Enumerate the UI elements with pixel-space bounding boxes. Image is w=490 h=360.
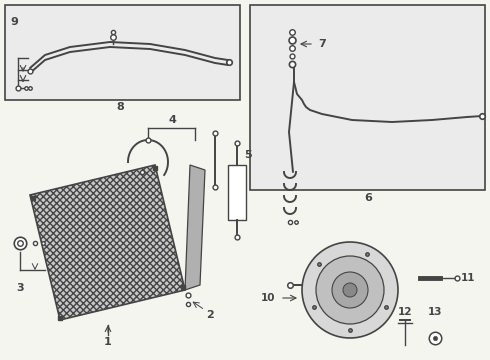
Text: 12: 12 xyxy=(398,307,412,317)
Bar xyxy=(250,5,485,190)
Text: 10: 10 xyxy=(261,293,275,303)
Circle shape xyxy=(316,256,384,324)
Text: 9: 9 xyxy=(10,17,18,27)
Text: 13: 13 xyxy=(428,307,442,317)
Text: 1: 1 xyxy=(104,337,112,347)
Polygon shape xyxy=(185,165,205,290)
Text: 4: 4 xyxy=(168,115,176,125)
Bar xyxy=(5,5,240,100)
Text: 11: 11 xyxy=(461,273,475,283)
Text: 6: 6 xyxy=(364,193,372,203)
Circle shape xyxy=(302,242,398,338)
Circle shape xyxy=(332,272,368,308)
Text: 7: 7 xyxy=(318,39,326,49)
Text: 8: 8 xyxy=(116,102,124,112)
Bar xyxy=(228,165,246,220)
Text: 3: 3 xyxy=(16,283,24,293)
Circle shape xyxy=(343,283,357,297)
Polygon shape xyxy=(30,165,185,320)
Text: 2: 2 xyxy=(206,310,214,320)
Text: 5: 5 xyxy=(244,150,252,160)
